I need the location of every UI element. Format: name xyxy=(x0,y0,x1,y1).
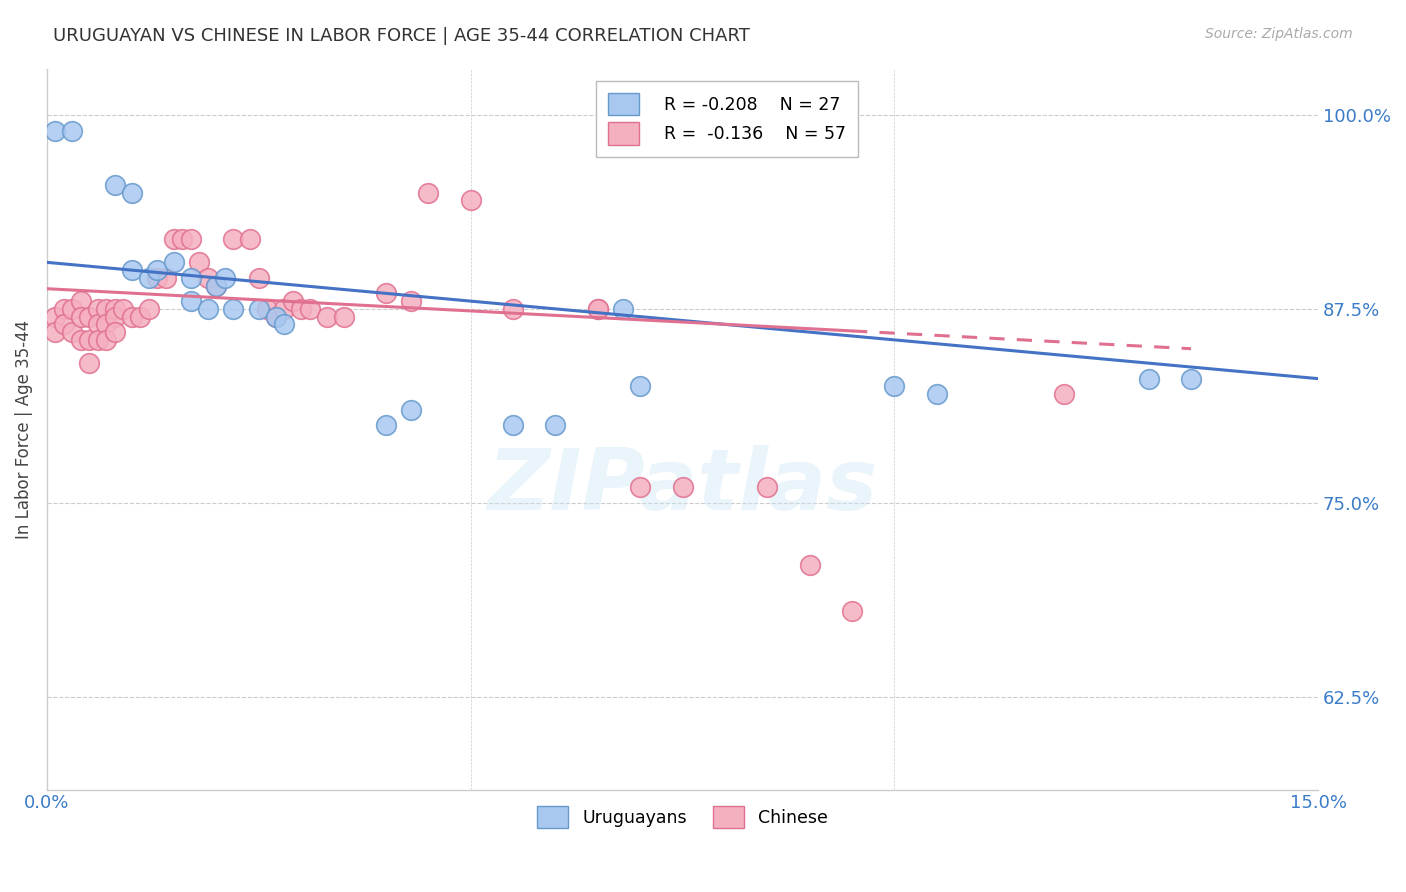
Point xyxy=(163,255,186,269)
Point xyxy=(239,232,262,246)
Point xyxy=(247,270,270,285)
Point xyxy=(298,301,321,316)
Point xyxy=(197,270,219,285)
Point xyxy=(180,270,202,285)
Point xyxy=(69,294,91,309)
Point xyxy=(612,301,634,316)
Point xyxy=(69,310,91,324)
Point xyxy=(1053,387,1076,401)
Point xyxy=(925,387,948,401)
Point xyxy=(180,294,202,309)
Point xyxy=(502,301,524,316)
Legend: Uruguayans, Chinese: Uruguayans, Chinese xyxy=(530,798,835,835)
Point xyxy=(281,294,304,309)
Point xyxy=(104,178,127,192)
Point xyxy=(163,232,186,246)
Point xyxy=(87,301,110,316)
Point xyxy=(60,325,83,339)
Point xyxy=(586,301,609,316)
Point xyxy=(799,558,821,572)
Point xyxy=(44,325,66,339)
Point xyxy=(401,402,423,417)
Point xyxy=(44,123,66,137)
Text: ZIPatlas: ZIPatlas xyxy=(488,445,877,528)
Point xyxy=(1180,371,1202,385)
Point xyxy=(222,232,245,246)
Point xyxy=(374,418,396,433)
Point xyxy=(60,301,83,316)
Point xyxy=(1137,371,1160,385)
Point xyxy=(69,333,91,347)
Point xyxy=(205,278,228,293)
Point xyxy=(315,310,337,324)
Point xyxy=(138,270,160,285)
Point xyxy=(129,310,152,324)
Point xyxy=(332,310,354,324)
Point xyxy=(756,480,779,494)
Point xyxy=(96,301,118,316)
Point xyxy=(52,301,75,316)
Point xyxy=(671,480,693,494)
Point xyxy=(188,255,211,269)
Point xyxy=(146,270,169,285)
Point xyxy=(121,310,143,324)
Point xyxy=(205,278,228,293)
Point xyxy=(264,310,287,324)
Point xyxy=(374,286,396,301)
Point xyxy=(180,232,202,246)
Point xyxy=(418,186,440,200)
Point xyxy=(96,318,118,332)
Point xyxy=(247,301,270,316)
Point xyxy=(264,310,287,324)
Point xyxy=(104,310,127,324)
Point xyxy=(273,301,295,316)
Point xyxy=(52,318,75,332)
Point xyxy=(77,333,100,347)
Point xyxy=(628,379,651,393)
Point xyxy=(104,301,127,316)
Point xyxy=(841,604,863,618)
Point xyxy=(44,310,66,324)
Point xyxy=(222,301,245,316)
Point xyxy=(544,418,567,433)
Point xyxy=(155,270,177,285)
Point xyxy=(87,318,110,332)
Point xyxy=(87,333,110,347)
Point xyxy=(586,301,609,316)
Point xyxy=(138,301,160,316)
Point xyxy=(628,480,651,494)
Point xyxy=(172,232,194,246)
Point xyxy=(214,270,236,285)
Text: Source: ZipAtlas.com: Source: ZipAtlas.com xyxy=(1205,27,1353,41)
Point xyxy=(96,333,118,347)
Point xyxy=(883,379,905,393)
Point xyxy=(273,318,295,332)
Point xyxy=(460,194,482,208)
Point xyxy=(256,301,278,316)
Point xyxy=(121,186,143,200)
Point xyxy=(104,325,127,339)
Point xyxy=(77,310,100,324)
Point xyxy=(60,123,83,137)
Point xyxy=(401,294,423,309)
Y-axis label: In Labor Force | Age 35-44: In Labor Force | Age 35-44 xyxy=(15,319,32,539)
Point xyxy=(77,356,100,370)
Point xyxy=(197,301,219,316)
Point xyxy=(112,301,135,316)
Point xyxy=(502,418,524,433)
Point xyxy=(121,263,143,277)
Point xyxy=(146,263,169,277)
Text: URUGUAYAN VS CHINESE IN LABOR FORCE | AGE 35-44 CORRELATION CHART: URUGUAYAN VS CHINESE IN LABOR FORCE | AG… xyxy=(53,27,751,45)
Point xyxy=(290,301,312,316)
